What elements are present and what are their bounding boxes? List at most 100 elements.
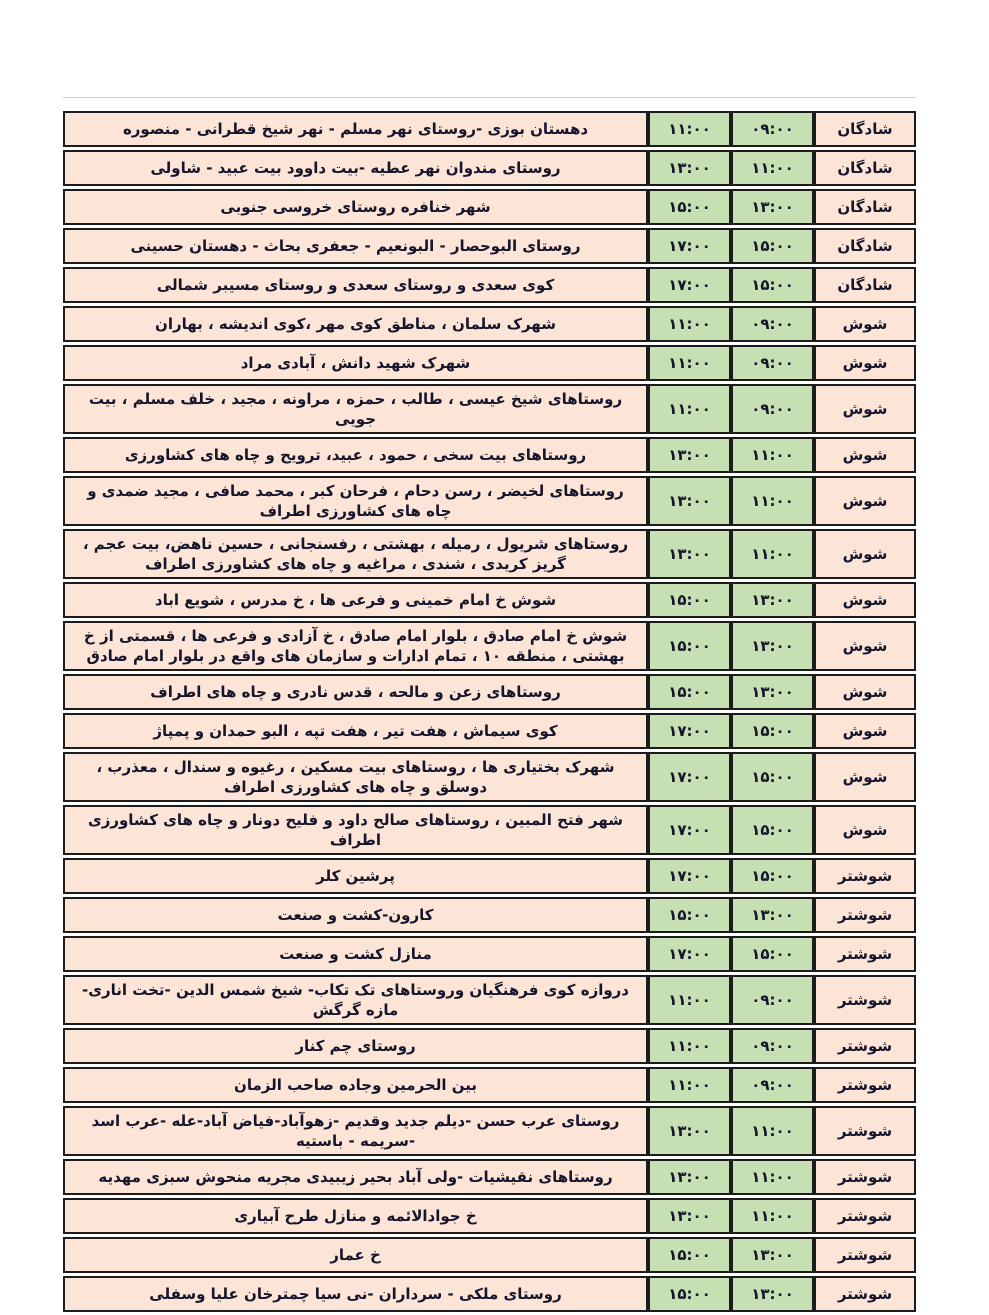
end-time-cell: ۱۵:۰۰ (648, 621, 731, 671)
table-row: شادگان ۱۱:۰۰ ۱۳:۰۰ روستای مندوان نهر عطی… (63, 150, 916, 186)
start-time-cell: ۱۵:۰۰ (731, 805, 814, 855)
end-time-cell: ۱۱:۰۰ (648, 1067, 731, 1103)
city-cell: شوشتر (814, 1159, 916, 1195)
end-time-cell: ۱۳:۰۰ (648, 150, 731, 186)
table-row: شوشتر ۱۱:۰۰ ۱۳:۰۰ خ جوادالائمه و منازل ط… (63, 1198, 916, 1234)
start-time-cell: ۱۳:۰۰ (731, 897, 814, 933)
city-cell: شوش (814, 713, 916, 749)
area-cell: روستاهای بیت سخی ، حمود ، عبید، ترویح و … (63, 437, 648, 473)
city-cell: شوشتر (814, 1028, 916, 1064)
start-time-cell: ۱۳:۰۰ (731, 189, 814, 225)
table-row: شوش ۱۵:۰۰ ۱۷:۰۰ کوی سیماش ، هفت تیر ، هف… (63, 713, 916, 749)
city-cell: شوشتر (814, 897, 916, 933)
table-row: شادگان ۰۹:۰۰ ۱۱:۰۰ دهستان بوزی -روستای ن… (63, 111, 916, 147)
start-time-cell: ۰۹:۰۰ (731, 975, 814, 1025)
area-cell: روستاهای شریول ، رمیله ، بهشتی ، رفسنجان… (63, 529, 648, 579)
area-cell: خ عمار (63, 1237, 648, 1273)
page: شادگان ۰۹:۰۰ ۱۱:۰۰ دهستان بوزی -روستای ن… (63, 97, 916, 1312)
area-cell: روستای ملکی - سرداران -نی سیا چمترخان عل… (63, 1276, 648, 1312)
end-time-cell: ۱۵:۰۰ (648, 674, 731, 710)
area-cell: کوی سعدی و روستای سعدی و روستای مسیبر شم… (63, 267, 648, 303)
city-cell: شوشتر (814, 1198, 916, 1234)
city-cell: شوش (814, 306, 916, 342)
table-row: شوش ۱۵:۰۰ ۱۷:۰۰ شهرک بختیاری ها ، روستاه… (63, 752, 916, 802)
table-row: شوش ۱۵:۰۰ ۱۷:۰۰ شهر فتح المبین ، روستاها… (63, 805, 916, 855)
table-row: شوش ۰۹:۰۰ ۱۱:۰۰ شهرک شهید دانش ، آبادی م… (63, 345, 916, 381)
start-time-cell: ۱۱:۰۰ (731, 437, 814, 473)
area-cell: روستاهای شیخ عیسی ، طالب ، حمزه ، مراونه… (63, 384, 648, 434)
end-time-cell: ۱۵:۰۰ (648, 1237, 731, 1273)
start-time-cell: ۱۱:۰۰ (731, 1198, 814, 1234)
table-row: شوشتر ۱۳:۰۰ ۱۵:۰۰ خ عمار (63, 1237, 916, 1273)
area-cell: روستای البوحصار - البونعیم - جعفری بحاث … (63, 228, 648, 264)
start-time-cell: ۰۹:۰۰ (731, 1067, 814, 1103)
end-time-cell: ۱۳:۰۰ (648, 1106, 731, 1156)
start-time-cell: ۱۵:۰۰ (731, 936, 814, 972)
end-time-cell: ۱۷:۰۰ (648, 752, 731, 802)
table-row: شادگان ۱۳:۰۰ ۱۵:۰۰ شهر خنافره روستای خرو… (63, 189, 916, 225)
end-time-cell: ۱۷:۰۰ (648, 228, 731, 264)
table-row: شوشتر ۰۹:۰۰ ۱۱:۰۰ روستای چم کنار (63, 1028, 916, 1064)
cropped-table-border-artifact (63, 97, 916, 98)
start-time-cell: ۱۵:۰۰ (731, 752, 814, 802)
area-cell: شهرک شهید دانش ، آبادی مراد (63, 345, 648, 381)
end-time-cell: ۱۵:۰۰ (648, 897, 731, 933)
city-cell: شادگان (814, 150, 916, 186)
table-row: شوشتر ۱۳:۰۰ ۱۵:۰۰ کارون-کشت و صنعت (63, 897, 916, 933)
area-cell: روستای عرب حسن -دیلم جدید وقدیم -زهوآباد… (63, 1106, 648, 1156)
city-cell: شوشتر (814, 858, 916, 894)
start-time-cell: ۱۱:۰۰ (731, 150, 814, 186)
start-time-cell: ۱۱:۰۰ (731, 1106, 814, 1156)
city-cell: شوشتر (814, 1237, 916, 1273)
end-time-cell: ۱۱:۰۰ (648, 1028, 731, 1064)
outage-schedule-table: شادگان ۰۹:۰۰ ۱۱:۰۰ دهستان بوزی -روستای ن… (63, 108, 916, 1315)
city-cell: شوش (814, 621, 916, 671)
table-row: شوش ۱۳:۰۰ ۱۵:۰۰ شوش خ امام صادق ، بلوار … (63, 621, 916, 671)
city-cell: شوشتر (814, 1106, 916, 1156)
area-cell: روستای مندوان نهر عطیه -بیت داوود بیت عب… (63, 150, 648, 186)
table-row: شوش ۰۹:۰۰ ۱۱:۰۰ روستاهای شیخ عیسی ، طالب… (63, 384, 916, 434)
end-time-cell: ۱۵:۰۰ (648, 582, 731, 618)
end-time-cell: ۱۵:۰۰ (648, 1276, 731, 1312)
start-time-cell: ۱۳:۰۰ (731, 1237, 814, 1273)
city-cell: شوش (814, 805, 916, 855)
area-cell: دروازه کوی فرهنگیان وروستاهای تک تکاب- ش… (63, 975, 648, 1025)
end-time-cell: ۱۵:۰۰ (648, 189, 731, 225)
end-time-cell: ۱۳:۰۰ (648, 437, 731, 473)
table-row: شوشتر ۰۹:۰۰ ۱۱:۰۰ بین الحرمین وجاده صاحب… (63, 1067, 916, 1103)
area-cell: خ جوادالائمه و منازل طرح آبیاری (63, 1198, 648, 1234)
start-time-cell: ۱۳:۰۰ (731, 674, 814, 710)
table-row: شوشتر ۱۱:۰۰ ۱۳:۰۰ روستای عرب حسن -دیلم ج… (63, 1106, 916, 1156)
area-cell: شهر خنافره روستای خروسی جنوبی (63, 189, 648, 225)
area-cell: شهرک بختیاری ها ، روستاهای بیت مسکین ، ر… (63, 752, 648, 802)
table-row: شوش ۱۳:۰۰ ۱۵:۰۰ روستاهای زعن و مالحه ، ق… (63, 674, 916, 710)
city-cell: شوش (814, 529, 916, 579)
city-cell: شوش (814, 437, 916, 473)
end-time-cell: ۱۱:۰۰ (648, 975, 731, 1025)
area-cell: شوش خ امام صادق ، بلوار امام صادق ، خ آز… (63, 621, 648, 671)
start-time-cell: ۱۵:۰۰ (731, 858, 814, 894)
start-time-cell: ۱۵:۰۰ (731, 228, 814, 264)
area-cell: بین الحرمین وجاده صاحب الزمان (63, 1067, 648, 1103)
table-row: شوش ۱۳:۰۰ ۱۵:۰۰ شوش خ امام خمینی و فرعی … (63, 582, 916, 618)
table-row: شادگان ۱۵:۰۰ ۱۷:۰۰ کوی سعدی و روستای سعد… (63, 267, 916, 303)
start-time-cell: ۱۵:۰۰ (731, 713, 814, 749)
outage-schedule-body: شادگان ۰۹:۰۰ ۱۱:۰۰ دهستان بوزی -روستای ن… (63, 111, 916, 1312)
city-cell: شوشتر (814, 1276, 916, 1312)
start-time-cell: ۰۹:۰۰ (731, 384, 814, 434)
area-cell: پرشین کلر (63, 858, 648, 894)
end-time-cell: ۱۳:۰۰ (648, 529, 731, 579)
area-cell: دهستان بوزی -روستای نهر مسلم - نهر شیخ ق… (63, 111, 648, 147)
start-time-cell: ۱۳:۰۰ (731, 582, 814, 618)
table-row: شادگان ۱۵:۰۰ ۱۷:۰۰ روستای البوحصار - الب… (63, 228, 916, 264)
end-time-cell: ۱۳:۰۰ (648, 476, 731, 526)
end-time-cell: ۱۱:۰۰ (648, 345, 731, 381)
start-time-cell: ۱۱:۰۰ (731, 476, 814, 526)
city-cell: شوش (814, 476, 916, 526)
start-time-cell: ۱۱:۰۰ (731, 529, 814, 579)
city-cell: شوش (814, 582, 916, 618)
table-row: شوش ۱۱:۰۰ ۱۳:۰۰ روستاهای لخیضر ، رسن دحا… (63, 476, 916, 526)
end-time-cell: ۱۷:۰۰ (648, 713, 731, 749)
table-row: شوشتر ۱۵:۰۰ ۱۷:۰۰ منازل کشت و صنعت (63, 936, 916, 972)
start-time-cell: ۱۳:۰۰ (731, 621, 814, 671)
